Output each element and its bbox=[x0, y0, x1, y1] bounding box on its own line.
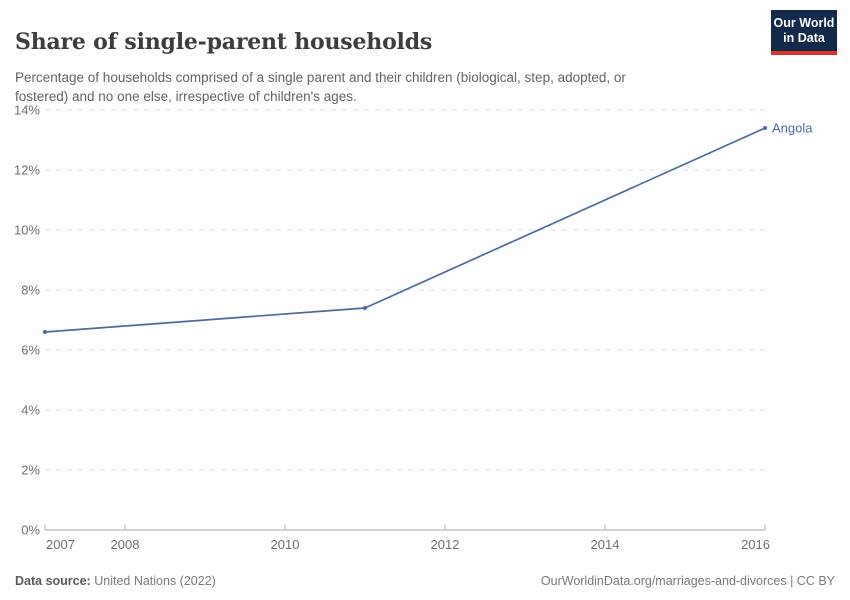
x-tick-label: 2012 bbox=[431, 537, 460, 552]
data-point[interactable] bbox=[43, 330, 47, 334]
series-line-angola[interactable] bbox=[44, 127, 766, 333]
y-tick-label: 14% bbox=[14, 103, 40, 118]
data-source: Data source: United Nations (2022) bbox=[15, 574, 216, 588]
y-tick-label: 0% bbox=[21, 523, 40, 538]
y-tick-label: 10% bbox=[14, 223, 40, 238]
chart-subtitle: Percentage of households comprised of a … bbox=[15, 69, 626, 104]
owid-logo-line1: Our World bbox=[773, 16, 835, 30]
owid-logo[interactable]: Our World in Data bbox=[771, 10, 837, 55]
x-tick-label: 2008 bbox=[111, 537, 140, 552]
x-tick-label: 2014 bbox=[591, 537, 620, 552]
y-tick-label: 12% bbox=[14, 163, 40, 178]
owid-url-link[interactable]: OurWorldinData.org/marriages-and-divorce… bbox=[540, 574, 835, 588]
x-tick-label: 2010 bbox=[271, 537, 300, 552]
series-label-angola[interactable]: Angola bbox=[772, 121, 813, 136]
y-tick-label: 4% bbox=[21, 403, 40, 418]
owid-logo-line2: in Data bbox=[783, 30, 825, 45]
data-source-label: Data source: bbox=[15, 574, 91, 588]
chart-footer: Data source: United Nations (2022) OurWo… bbox=[15, 574, 835, 588]
data-point[interactable] bbox=[763, 126, 767, 130]
y-tick-label: 6% bbox=[21, 343, 40, 358]
data-point[interactable] bbox=[363, 306, 367, 310]
data-source-value: United Nations (2022) bbox=[94, 574, 216, 588]
x-tick-label: 2016 bbox=[741, 537, 770, 552]
y-tick-label: 2% bbox=[21, 463, 40, 478]
chart-title: Share of single-parent households bbox=[15, 28, 433, 55]
x-tick-label: 2007 bbox=[46, 537, 75, 552]
y-tick-label: 8% bbox=[21, 283, 40, 298]
